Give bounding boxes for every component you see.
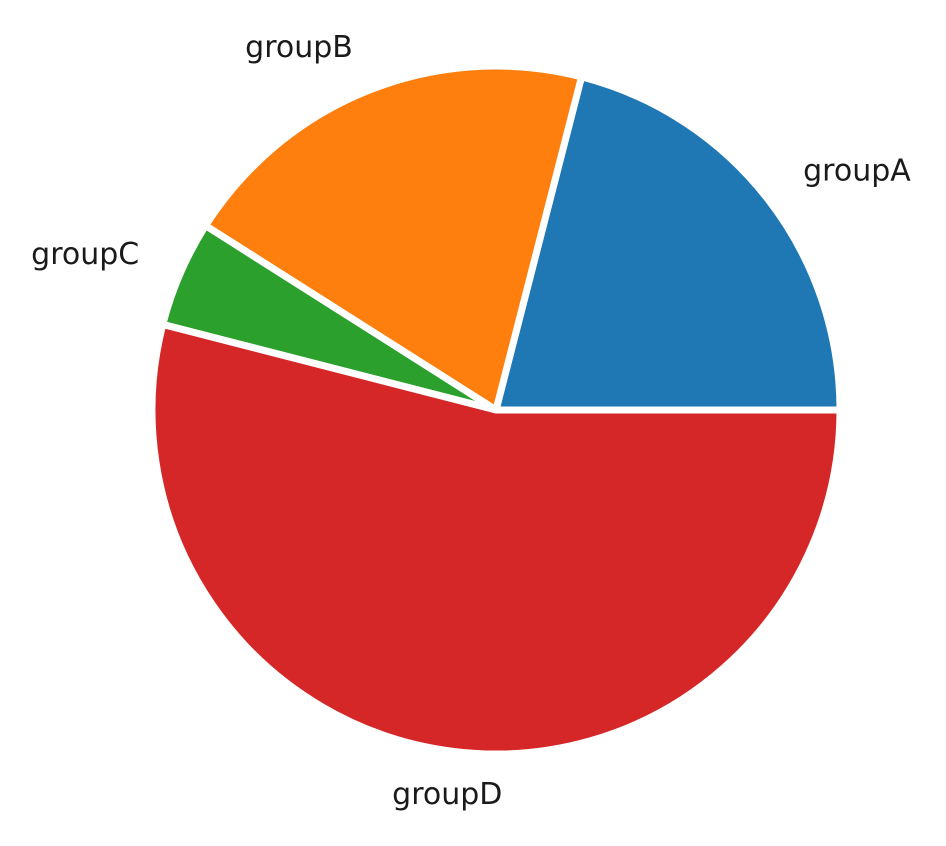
pie-slices xyxy=(148,62,844,758)
pie-label-groupD: groupD xyxy=(392,777,502,812)
pie-label-groupA: groupA xyxy=(803,153,911,188)
pie-label-groupC: groupC xyxy=(31,237,139,272)
pie-slice-groupD xyxy=(148,320,844,758)
pie-slice-groupB xyxy=(200,62,586,416)
pie-slice-groupA xyxy=(491,72,844,414)
pie-label-groupB: groupB xyxy=(245,30,353,65)
pie-labels: groupA groupB groupC groupD xyxy=(31,30,911,812)
